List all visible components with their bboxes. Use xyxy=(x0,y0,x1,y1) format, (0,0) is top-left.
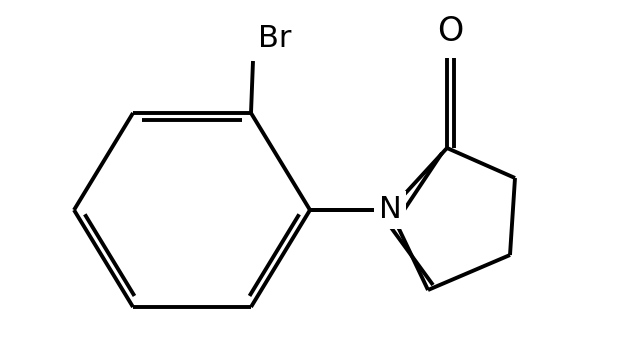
Text: N: N xyxy=(379,196,401,224)
Text: Br: Br xyxy=(258,24,291,53)
Text: O: O xyxy=(437,15,463,48)
